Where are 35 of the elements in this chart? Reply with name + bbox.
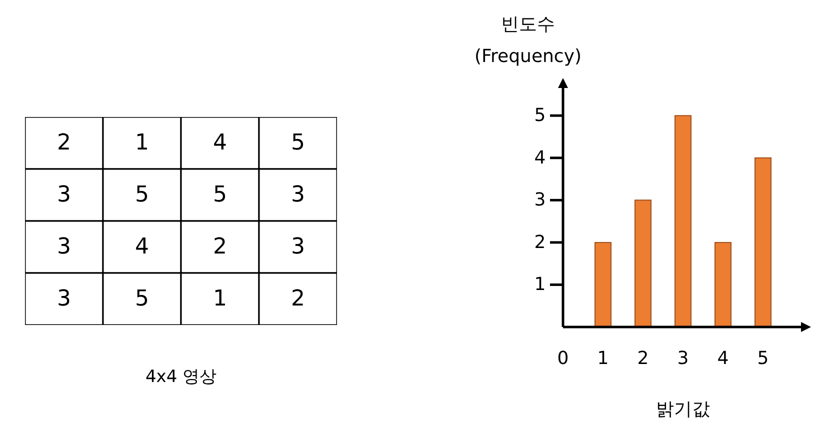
x-tick-label: 3	[677, 348, 689, 369]
data-label: 3	[291, 182, 305, 208]
x-tick-label: 0	[557, 348, 569, 369]
data-label: 1	[135, 130, 149, 156]
x-tick-label: 1	[597, 348, 609, 369]
x-axis-title: 밝기값	[655, 398, 711, 422]
y-tick-label: 4	[534, 147, 546, 168]
bar	[714, 242, 732, 327]
bar	[634, 200, 652, 327]
data-label: 5	[213, 182, 227, 208]
x-axis-title: 4x4 영상	[144, 366, 218, 389]
x-tick-label: 5	[757, 348, 769, 369]
bar	[674, 115, 692, 327]
data-label: 4	[135, 234, 149, 260]
y-tick-label: 5	[534, 105, 546, 126]
y-axis-title: 빈도수 (Frequency)	[473, 13, 583, 69]
data-label: 3	[291, 234, 305, 260]
data-label: 5	[135, 286, 149, 312]
data-label: 1	[213, 286, 227, 312]
x-tick-label: 2	[637, 348, 649, 369]
data-label: 2	[57, 130, 71, 156]
data-label: 5	[135, 182, 149, 208]
x-tick-label: 4	[717, 348, 729, 369]
data-label: 4	[213, 130, 227, 156]
data-label: 3	[57, 234, 71, 260]
bar	[594, 242, 612, 327]
y-tick-label: 1	[534, 274, 546, 296]
data-label: 2	[291, 286, 305, 312]
data-label: 3	[57, 182, 71, 208]
bar	[754, 157, 772, 327]
data-label: 5	[291, 130, 305, 156]
y-tick-label: 3	[534, 190, 546, 211]
data-label: 3	[57, 286, 71, 312]
data-label: 2	[213, 234, 227, 260]
y-tick-label: 2	[534, 232, 546, 253]
